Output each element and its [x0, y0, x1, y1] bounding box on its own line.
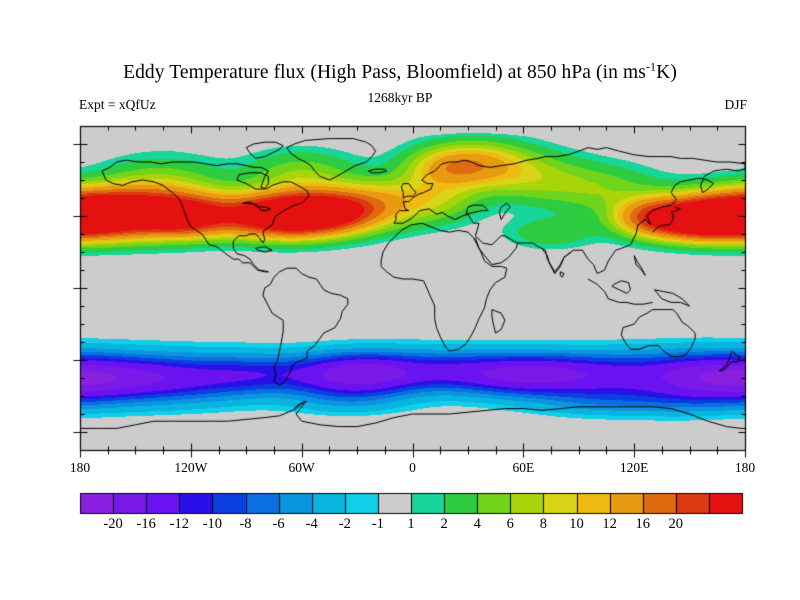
- colorbar-tick-neg1: -1: [371, 516, 384, 532]
- x-tick-180: 180: [734, 460, 756, 475]
- colorbar-tick-1: 1: [407, 516, 415, 532]
- colorbar-tick-8: 8: [539, 516, 548, 532]
- colorbar-tick-neg12: -12: [169, 516, 189, 532]
- colorbar-tick-neg16: -16: [136, 516, 156, 532]
- colorbar-tick-12: 12: [602, 516, 617, 532]
- x-tick-60W: 60W: [288, 460, 315, 475]
- colorbar-tick-6: 6: [506, 516, 514, 532]
- colorbar-tick-neg2: -2: [338, 516, 351, 532]
- x-tick-120W: 120W: [174, 460, 208, 475]
- colorbar-tick-10: 10: [569, 516, 584, 532]
- colorbar-tick-neg4: -4: [305, 516, 318, 532]
- x-tick-60E: 60E: [512, 460, 535, 475]
- colorbar-tick-neg20: -20: [103, 516, 123, 532]
- y-axis-tick-labels: 80N40N040S80S: [0, 0, 74, 600]
- colorbar-tick-neg10: -10: [202, 516, 223, 532]
- colorbar-tick-20: 20: [668, 516, 684, 532]
- colorbar-tick-2: 2: [440, 516, 448, 532]
- colorbar-tick-4: 4: [473, 516, 481, 532]
- colorbar-tick-neg8: -8: [239, 516, 252, 532]
- colorbar-tick-neg6: -6: [272, 516, 285, 532]
- x-tick-0: 0: [409, 460, 416, 475]
- x-tick-120E: 120E: [619, 460, 649, 475]
- colorbar-tick-16: 16: [635, 516, 650, 532]
- x-tick-180: 180: [69, 460, 91, 475]
